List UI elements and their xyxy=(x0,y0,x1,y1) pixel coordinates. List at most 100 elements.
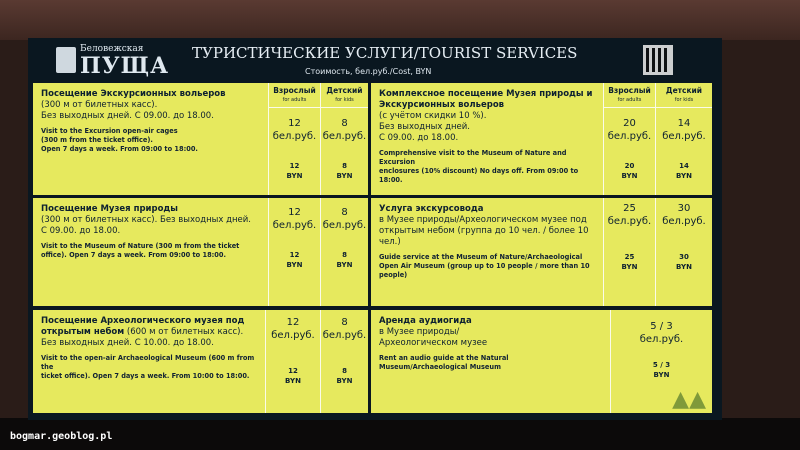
logo-small-text: Беловежская xyxy=(80,44,144,54)
kids-header-label: Детский xyxy=(326,86,363,95)
service-description: Комплексное посещение Музея природы и Эк… xyxy=(379,89,597,144)
service-title: Посещение Экскурсионных вольеров xyxy=(41,89,226,99)
adult-price-byn: 25 BYN xyxy=(604,252,655,272)
price-unit: бел.руб. xyxy=(322,220,367,231)
service-line: (600 м от билетных касс). xyxy=(126,327,244,337)
service-panel: Услуга экскурсовода в Музее природы/Архео… xyxy=(371,198,712,306)
service-line: открытым небом (группа до 10 чел. / боле… xyxy=(379,226,589,247)
price-unit: бел.руб. xyxy=(271,330,315,341)
price-value-en: 8 xyxy=(342,162,347,170)
kids-header-english: for kids xyxy=(335,97,354,103)
kids-price-byn: 30 BYN xyxy=(656,252,712,272)
price-currency: BYN xyxy=(286,172,303,180)
kids-price-byn: 8 BYN xyxy=(321,250,368,270)
adult-price-column: Взрослый for adults 20 бел.руб. 20 BYN xyxy=(603,83,655,195)
price-unit: бел.руб. xyxy=(272,131,317,142)
kids-price-byn: 8 BYN xyxy=(321,161,368,181)
english-line: Visit to the Museum of Nature (300 m fro… xyxy=(41,242,240,250)
service-title: Услуга экскурсовода xyxy=(379,204,484,214)
adult-header-label: Взрослый xyxy=(608,86,651,95)
service-english: Rent an audio guide at the Natural Museum… xyxy=(379,354,604,372)
price-unit: бел.руб. xyxy=(607,216,652,227)
price-unit: бел.руб. xyxy=(322,131,367,142)
price-unit: бел.руб. xyxy=(639,334,684,345)
price-currency: BYN xyxy=(336,261,353,269)
price-currency: BYN xyxy=(336,377,353,385)
price-value-en: 20 xyxy=(624,162,635,170)
price-value-en: 12 xyxy=(289,251,300,259)
adult-price: 12 бел.руб. xyxy=(269,206,320,232)
english-line: Rent an audio guide at the Natural xyxy=(379,354,509,362)
service-line: Археологическом музее xyxy=(379,338,488,348)
combined-price-byn: 5 / 3 BYN xyxy=(611,360,712,380)
service-line: (300 м от билетных касс). xyxy=(41,100,158,110)
service-panel: Посещение Музея природы (300 м от билетны… xyxy=(33,198,368,306)
english-line: (300 m from the ticket office). xyxy=(41,136,153,144)
adult-price: 12 бел.руб. xyxy=(269,117,320,143)
price-value: 5 / 3 xyxy=(650,321,673,332)
trees-icon: ▲▲ xyxy=(672,387,706,412)
service-line: Без выходных дней. С 10.00. до 18.00. xyxy=(41,338,214,348)
adult-price-column: 25 бел.руб. 25 BYN xyxy=(603,198,655,306)
service-panel: Аренда аудиогида в Музее природы/Археолог… xyxy=(371,310,712,413)
adult-price-byn: 20 BYN xyxy=(604,161,655,181)
service-text: Посещение Музея природы (300 м от билетны… xyxy=(41,204,262,260)
adult-header-english: for adults xyxy=(282,97,307,103)
combined-price-column: 5 / 3 бел.руб. 5 / 3 BYN xyxy=(610,310,712,413)
service-panel: Комплексное посещение Музея природы и Эк… xyxy=(371,83,712,195)
price-unit: бел.руб. xyxy=(322,330,367,341)
service-description: Аренда аудиогида в Музее природы/Археолог… xyxy=(379,316,604,349)
price-currency: BYN xyxy=(653,371,670,379)
kids-price: 30 бел.руб. xyxy=(656,202,712,228)
price-value: 30 xyxy=(677,203,691,214)
header-divider xyxy=(656,107,712,108)
kids-price-column: 8 бел.руб. 8 BYN xyxy=(320,198,368,306)
price-currency: BYN xyxy=(676,172,692,180)
price-currency: BYN xyxy=(286,261,303,269)
price-value-en: 25 xyxy=(624,253,635,261)
english-line: Guide service at the Museum of Nature/Ar… xyxy=(379,253,583,261)
service-line: С 09.00. до 18.00. xyxy=(41,226,121,236)
service-text: Услуга экскурсовода в Музее природы/Архео… xyxy=(379,204,597,280)
adult-header: Взрослый for adults xyxy=(269,83,320,104)
service-text: Посещение Археологического музея под отк… xyxy=(41,316,259,381)
price-value: 8 xyxy=(341,317,348,328)
adult-price: 25 бел.руб. xyxy=(604,202,655,228)
kids-price-byn: 8 BYN xyxy=(321,366,368,386)
english-line: enclosures (10% discount) No days off. F… xyxy=(379,167,579,184)
service-panel: Посещение Экскурсионных вольеров (300 м о… xyxy=(33,83,368,195)
price-currency: BYN xyxy=(621,263,638,271)
adult-price-byn: 12 BYN xyxy=(269,250,320,270)
adult-header: Взрослый for adults xyxy=(604,83,655,104)
page-title: ТУРИСТИЧЕСКИЕ УСЛУГИ/TOURIST SERVICES xyxy=(192,44,578,62)
combined-price: 5 / 3 бел.руб. xyxy=(611,320,712,346)
english-line: people) xyxy=(379,271,408,279)
service-panel: Посещение Археологического музея под отк… xyxy=(33,310,368,413)
kids-price-column: 30 бел.руб. 30 BYN xyxy=(655,198,712,306)
service-english: Guide service at the Museum of Nature/Ar… xyxy=(379,253,597,280)
price-currency: BYN xyxy=(676,263,692,271)
logo-big-text: ПУЩА xyxy=(80,53,169,79)
service-text: Комплексное посещение Музея природы и Эк… xyxy=(379,89,597,185)
adult-price: 12 бел.руб. xyxy=(266,316,320,342)
english-line: Visit to the open-air Archaeological Mus… xyxy=(41,354,255,371)
adult-price-byn: 12 BYN xyxy=(269,161,320,181)
adult-price-column: 12 бел.руб. 12 BYN xyxy=(268,198,320,306)
watermark: bogmar.geoblog.pl xyxy=(10,431,113,442)
header-divider xyxy=(269,107,320,108)
english-line: Museum/Archaeological Museum xyxy=(379,363,501,371)
price-unit: бел.руб. xyxy=(662,216,706,227)
kids-header: Детский for kids xyxy=(656,83,712,104)
price-value: 12 xyxy=(288,118,301,129)
service-line: (300 м от билетных касс). Без выходных д… xyxy=(41,215,252,225)
service-description: Посещение Музея природы (300 м от билетны… xyxy=(41,204,262,237)
kids-price: 8 бел.руб. xyxy=(321,117,368,143)
kids-price-column: Детский for kids 8 бел.руб. 8 BYN xyxy=(320,83,368,195)
floor xyxy=(0,418,800,450)
service-line: Без выходных дней. С 09.00. до 18.00. xyxy=(41,111,214,121)
service-text: Посещение Экскурсионных вольеров (300 м о… xyxy=(41,89,262,154)
english-line: Comprehensive visit to the Museum of Nat… xyxy=(379,149,567,166)
price-currency: BYN xyxy=(285,377,301,385)
service-description: Посещение Экскурсионных вольеров (300 м о… xyxy=(41,89,262,122)
kids-price-byn: 14 BYN xyxy=(656,161,712,181)
